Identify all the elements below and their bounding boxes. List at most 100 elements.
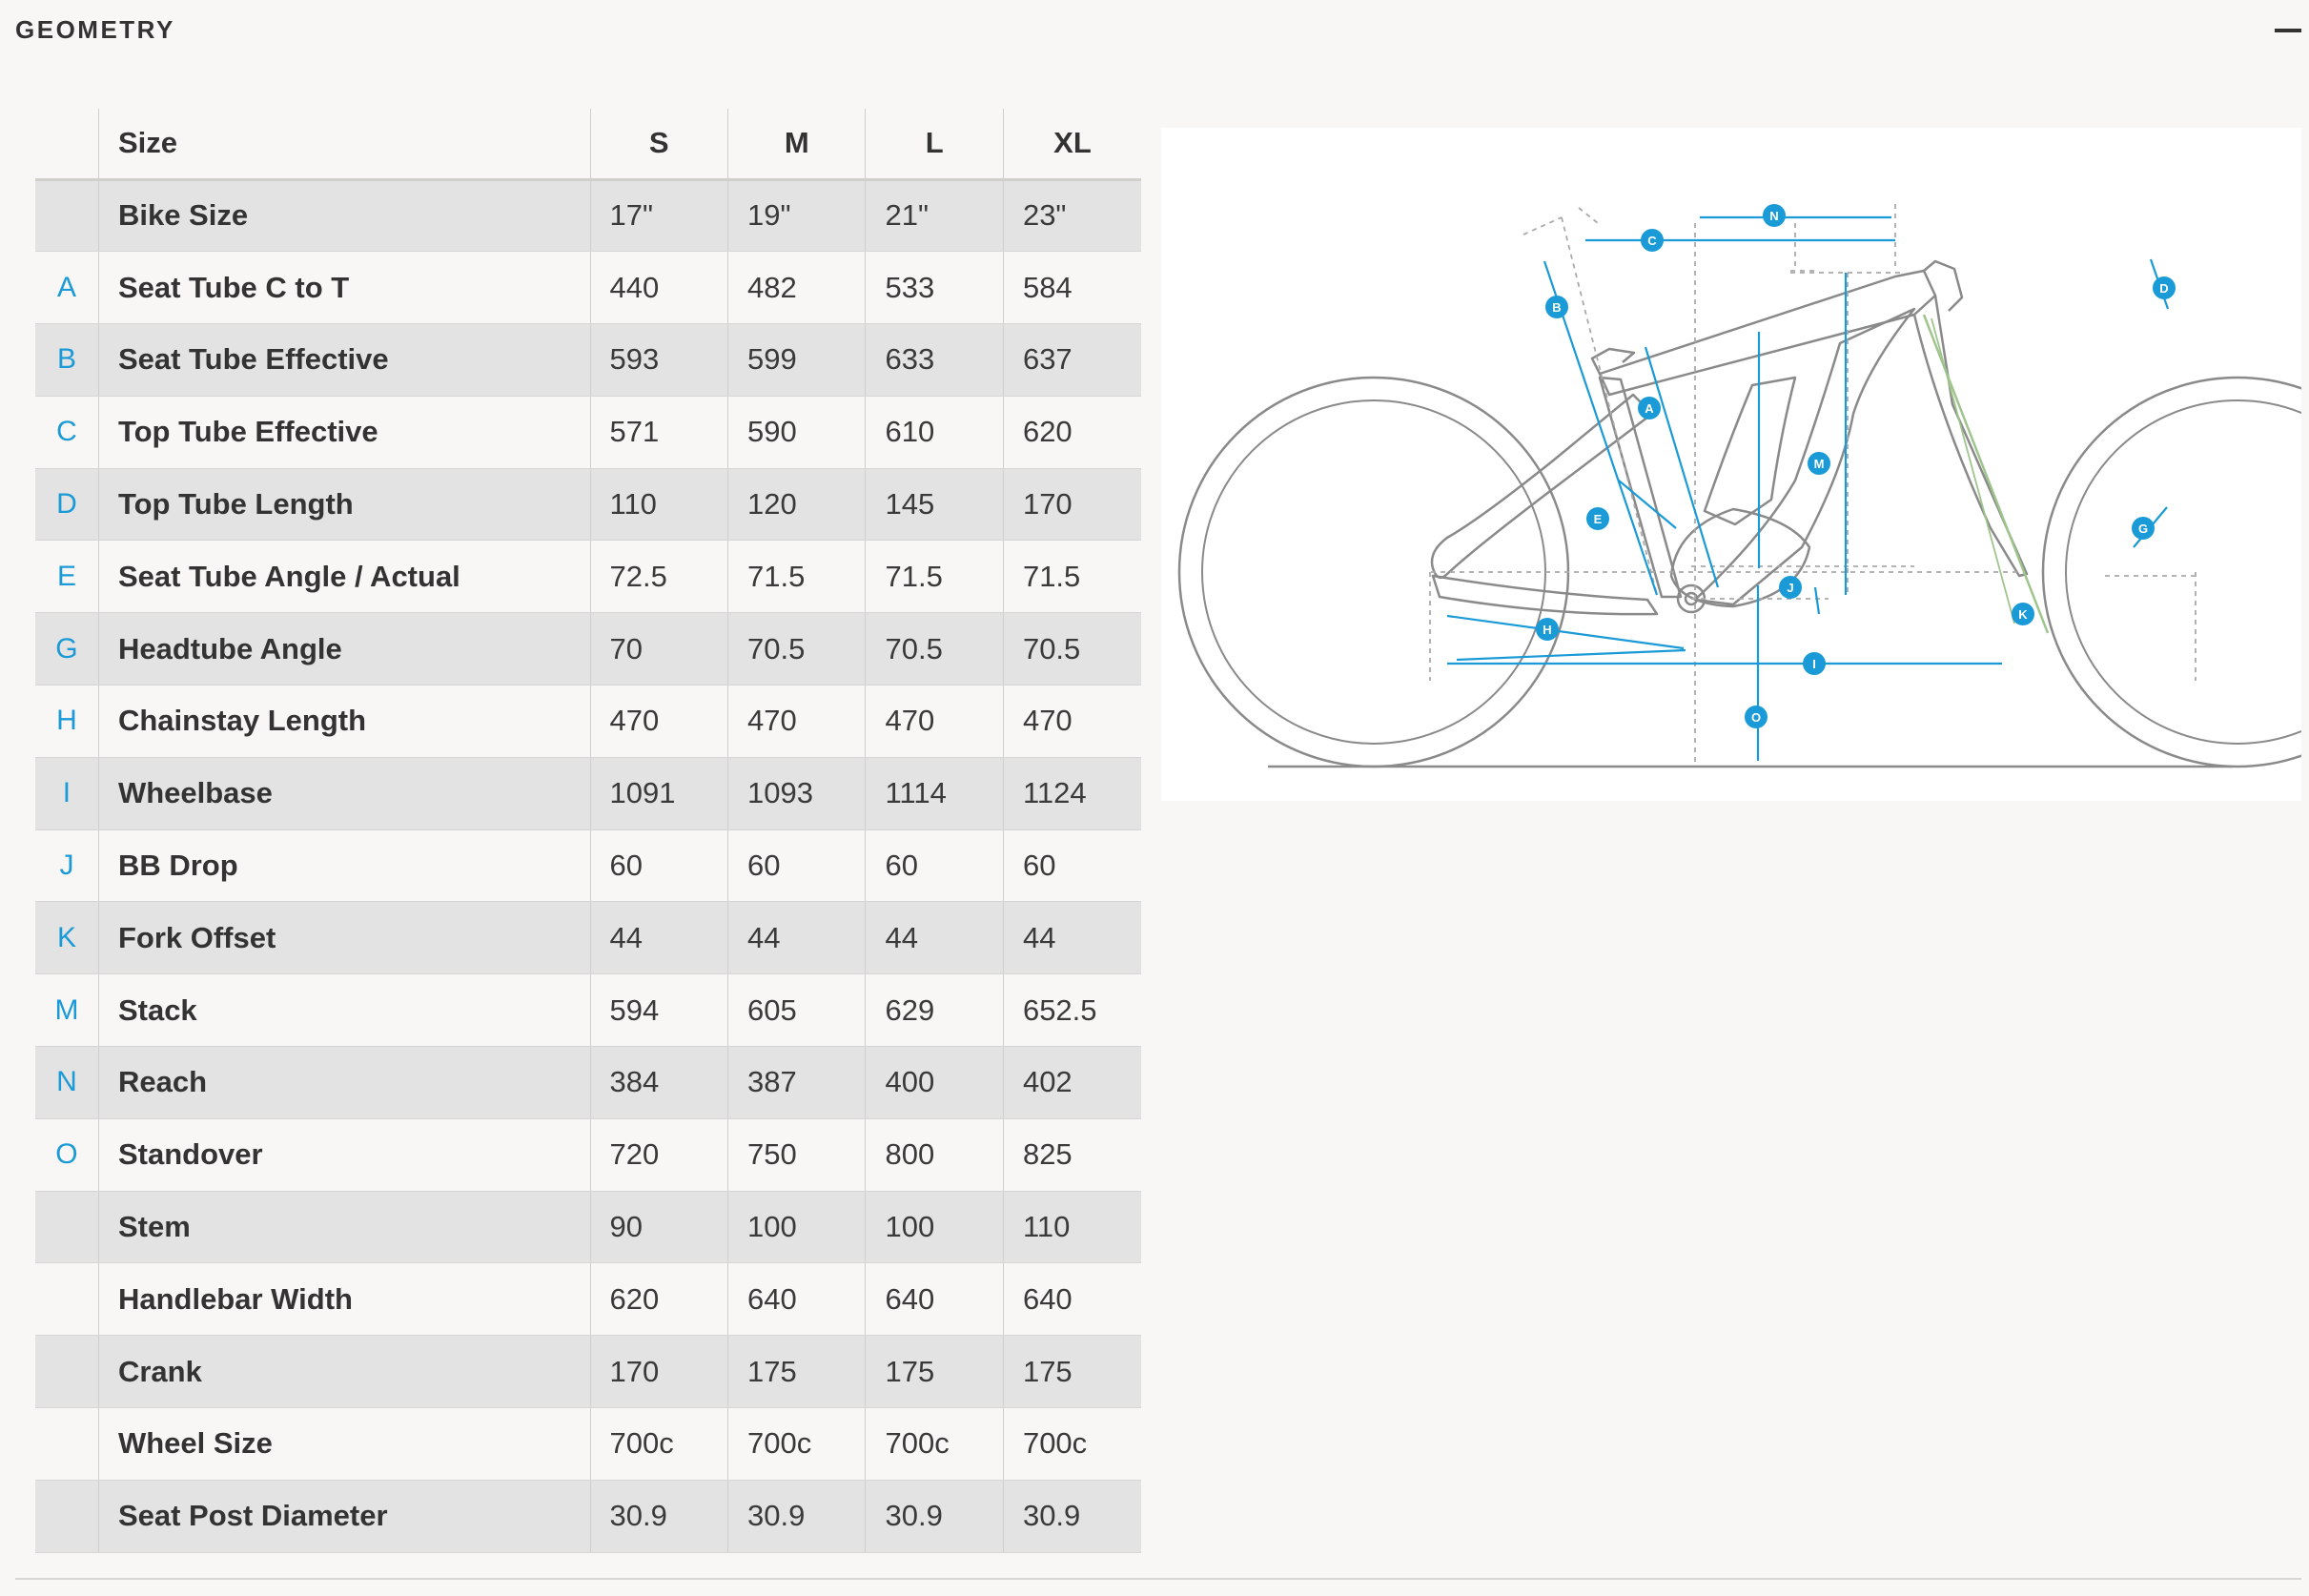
row-value: 533	[865, 251, 1004, 325]
row-value: 629	[865, 973, 1004, 1048]
row-letter: E	[35, 540, 99, 614]
row-letter	[35, 1262, 99, 1337]
svg-text:N: N	[1769, 209, 1778, 223]
table-row: H Chainstay Length 470 470 470 470	[35, 685, 1141, 758]
marker-b-icon	[1545, 296, 1568, 318]
table-row: Seat Post Diameter 30.9 30.9 30.9 30.9	[35, 1480, 1141, 1553]
header-size-xl: XL	[1002, 109, 1141, 181]
row-letter: O	[35, 1118, 99, 1192]
table-row: Crank 170 175 175 175	[35, 1335, 1141, 1409]
row-name: Top Tube Length	[97, 468, 590, 542]
row-value: 571	[589, 396, 728, 469]
row-value: 402	[1002, 1046, 1141, 1119]
row-name: Wheelbase	[97, 757, 590, 830]
table-row: B Seat Tube Effective 593 599 633 637	[35, 323, 1141, 397]
table-row: M Stack 594 605 629 652.5	[35, 973, 1141, 1048]
row-letter: K	[35, 901, 99, 975]
motor-housing	[1669, 507, 1811, 608]
row-value: 17"	[589, 179, 728, 253]
row-value: 19"	[726, 179, 866, 253]
row-name: Handlebar Width	[97, 1262, 590, 1337]
row-value: 23"	[1002, 179, 1141, 253]
seat-clamp	[1590, 347, 1636, 375]
row-name: Stem	[97, 1191, 590, 1264]
table-row: C Top Tube Effective 571 590 610 620	[35, 396, 1141, 469]
row-letter	[35, 1191, 99, 1264]
top-tube	[1598, 269, 1937, 397]
row-name: Stack	[97, 973, 590, 1048]
table-row: Handlebar Width 620 640 640 640	[35, 1262, 1141, 1337]
row-value: 110	[589, 468, 728, 542]
row-value: 44	[589, 901, 728, 975]
table-row: K Fork Offset 44 44 44 44	[35, 901, 1141, 975]
crank-center	[1684, 591, 1699, 606]
front-tire	[2041, 376, 2301, 768]
row-value: 100	[726, 1191, 866, 1264]
diagram-markers	[1536, 204, 2176, 728]
row-value: 1091	[589, 757, 728, 830]
svg-text:J: J	[1787, 581, 1793, 595]
steer-axis-line	[1931, 317, 2015, 624]
marker-h-icon	[1536, 618, 1559, 641]
row-letter: G	[35, 612, 99, 686]
row-value: 593	[589, 323, 728, 397]
row-value: 652.5	[1002, 973, 1141, 1048]
row-value: 60	[589, 829, 728, 903]
svg-text:M: M	[1814, 457, 1825, 471]
row-value: 30.9	[865, 1480, 1004, 1553]
row-value: 44	[865, 901, 1004, 975]
row-value: 1114	[865, 757, 1004, 830]
row-value: 700c	[589, 1407, 728, 1481]
row-value: 72.5	[589, 540, 728, 614]
row-value: 145	[865, 468, 1004, 542]
row-value: 700c	[726, 1407, 866, 1481]
row-value: 44	[1002, 901, 1141, 975]
marker-c-icon	[1641, 229, 1664, 252]
head-tube	[1923, 259, 1964, 312]
row-value: 1124	[1002, 757, 1141, 830]
fork-offset-line	[1922, 314, 2050, 634]
row-value: 640	[1002, 1262, 1141, 1337]
header-size-m: M	[726, 109, 866, 181]
svg-text:D: D	[2159, 281, 2168, 296]
row-value: 60	[726, 829, 866, 903]
bike-diagram-svg: A B C D E G H I J K M N O	[1177, 204, 2301, 768]
row-letter: N	[35, 1046, 99, 1119]
row-value: 700c	[1002, 1407, 1141, 1481]
svg-text:C: C	[1647, 234, 1657, 248]
row-letter: H	[35, 685, 99, 758]
row-letter	[35, 179, 99, 253]
row-value: 633	[865, 323, 1004, 397]
row-letter: J	[35, 829, 99, 903]
row-name: Reach	[97, 1046, 590, 1119]
row-value: 170	[1002, 468, 1141, 542]
table-row: D Top Tube Length 110 120 145 170	[35, 468, 1141, 542]
section-title: GEOMETRY	[15, 15, 175, 44]
svg-text:K: K	[2018, 607, 2028, 622]
marker-labels: A B C D E G H I J K M N O	[1543, 209, 2168, 725]
row-name: Seat Tube Angle / Actual	[97, 540, 590, 614]
collapse-icon[interactable]	[2275, 29, 2301, 32]
row-value: 700c	[865, 1407, 1004, 1481]
seat-stays	[1430, 393, 1654, 580]
row-value: 30.9	[726, 1480, 866, 1553]
row-value: 71.5	[726, 540, 866, 614]
svg-text:E: E	[1594, 512, 1603, 526]
svg-text:I: I	[1812, 657, 1816, 671]
row-value: 100	[865, 1191, 1004, 1264]
row-value: 620	[1002, 396, 1141, 469]
reference-lines	[1429, 204, 2200, 767]
row-value: 71.5	[865, 540, 1004, 614]
row-value: 175	[1002, 1335, 1141, 1409]
row-value: 470	[1002, 685, 1141, 758]
bottom-divider	[15, 1578, 2301, 1580]
row-value: 30.9	[1002, 1480, 1141, 1553]
row-value: 170	[589, 1335, 728, 1409]
row-value: 584	[1002, 251, 1141, 325]
marker-g-icon	[2132, 517, 2155, 540]
header-size-label: Size	[97, 109, 590, 181]
row-letter: D	[35, 468, 99, 542]
row-value: 1093	[726, 757, 866, 830]
row-value: 30.9	[589, 1480, 728, 1553]
table-row: Bike Size 17" 19" 21" 23"	[35, 179, 1141, 253]
